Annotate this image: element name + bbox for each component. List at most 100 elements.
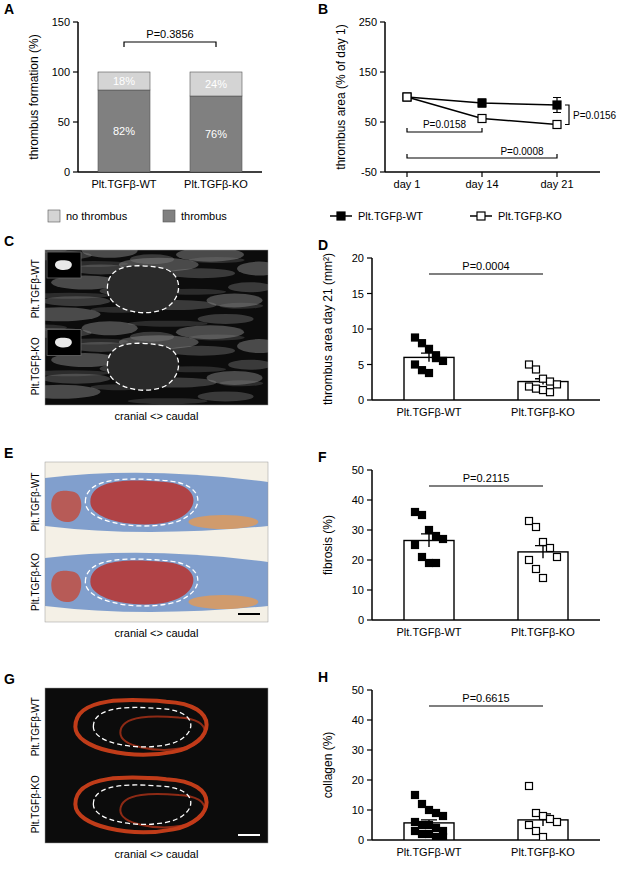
significance-bracket: [429, 705, 543, 706]
echo-texture: [189, 335, 245, 341]
data-point: [526, 361, 533, 368]
thrombus-outline: [107, 266, 178, 313]
y-tick: [367, 364, 372, 365]
data-point: [426, 822, 433, 829]
y-tick: [367, 779, 372, 780]
data-point: [419, 831, 426, 838]
y-tick: [73, 121, 78, 122]
annotation: P=0.0156: [573, 110, 617, 121]
y-tick: [367, 689, 372, 690]
image-background: [45, 688, 268, 843]
x-tick-label: day 1: [394, 178, 421, 190]
echo-texture: [198, 391, 254, 401]
line-marker: [403, 93, 411, 101]
annotation: P=0.0008: [500, 146, 544, 157]
bar-segment: [190, 96, 242, 172]
x-tick: [481, 172, 482, 177]
image-panel: [45, 250, 268, 405]
data-point: [547, 389, 554, 396]
y-axis: [384, 22, 386, 172]
y-tick-label: 20: [352, 252, 364, 264]
data-label: 24%: [205, 78, 227, 90]
significance-bracket: [124, 42, 216, 47]
y-tick: [73, 21, 78, 22]
y-tick: [367, 809, 372, 810]
data-point: [412, 361, 419, 368]
data-point: [526, 783, 533, 790]
inset: [47, 252, 81, 278]
bar: [404, 357, 454, 400]
y-tick: [367, 839, 372, 840]
tissue-red: [90, 481, 193, 525]
y-axis-label: thrombus area day 21 (mm²): [321, 253, 335, 405]
annotation: P=0.6615: [462, 692, 509, 704]
data-point: [554, 381, 561, 388]
echo-texture: [45, 374, 110, 384]
data-point: [419, 367, 426, 374]
plot-area: [98, 72, 242, 172]
y-tick-label: 250: [359, 16, 377, 28]
y-tick: [367, 399, 372, 400]
y-tick-label: 10: [352, 584, 364, 596]
data-point: [426, 527, 433, 534]
line-marker: [553, 121, 561, 129]
data-point: [440, 834, 447, 841]
panel-letter: C: [4, 233, 14, 249]
y-tick: [380, 21, 385, 22]
y-tick: [367, 589, 372, 590]
data-point: [412, 334, 419, 341]
collagen-stain: [75, 700, 206, 755]
annotation: P=0.0158: [423, 119, 467, 130]
x-tick-label: day 21: [540, 178, 573, 190]
legend-marker: [337, 212, 345, 220]
echo-texture: [45, 385, 101, 399]
image-panel: [45, 462, 268, 622]
inset-render: [55, 260, 72, 270]
data-point: [412, 792, 419, 799]
y-tick-label: 20: [352, 774, 364, 786]
data-point: [433, 533, 440, 540]
x-tick: [556, 172, 557, 177]
scale-bar: [238, 613, 260, 615]
y-tick: [367, 719, 372, 720]
row-label: Plt.TGFβ-KO: [30, 337, 41, 395]
y-tick-label: 30: [352, 524, 364, 536]
image-caption: cranial <> caudal: [115, 627, 199, 639]
y-tick: [73, 171, 78, 172]
image-frame: [45, 688, 268, 843]
panel-letter: G: [4, 671, 15, 687]
data-point: [547, 378, 554, 385]
plot-area: [404, 509, 568, 621]
data-point: [426, 560, 433, 567]
data-point: [540, 575, 547, 582]
thrombus-outline: [107, 343, 178, 390]
y-tick-label: -50: [361, 166, 377, 178]
y-tick: [380, 121, 385, 122]
data-point: [419, 554, 426, 561]
y-axis: [371, 470, 373, 620]
data-point: [433, 810, 440, 817]
inset: [47, 330, 81, 356]
tissue-orange: [188, 515, 258, 529]
data-point: [433, 560, 440, 567]
line-marker: [478, 99, 486, 107]
significance-bracket: [429, 485, 543, 486]
data-point: [540, 813, 547, 820]
y-tick-label: 40: [352, 494, 364, 506]
y-axis-label: fibrosis (%): [321, 515, 335, 575]
data-point: [526, 822, 533, 829]
data-point: [533, 810, 540, 817]
significance-bracket: [429, 273, 543, 274]
image-caption: cranial <> caudal: [115, 848, 199, 860]
legend-label: no thrombus: [66, 210, 128, 222]
thrombus-outline: [93, 785, 191, 824]
line-marker: [553, 101, 561, 109]
data-point: [533, 828, 540, 835]
tissue-red: [51, 571, 81, 602]
y-axis: [371, 690, 373, 840]
x-tick-label: day 14: [465, 178, 498, 190]
x-tick-label: Plt.TGFβ-WT: [397, 626, 462, 638]
panel-letter: B: [318, 1, 328, 17]
bar-segment: [98, 90, 150, 172]
y-tick-label: 40: [352, 714, 364, 726]
